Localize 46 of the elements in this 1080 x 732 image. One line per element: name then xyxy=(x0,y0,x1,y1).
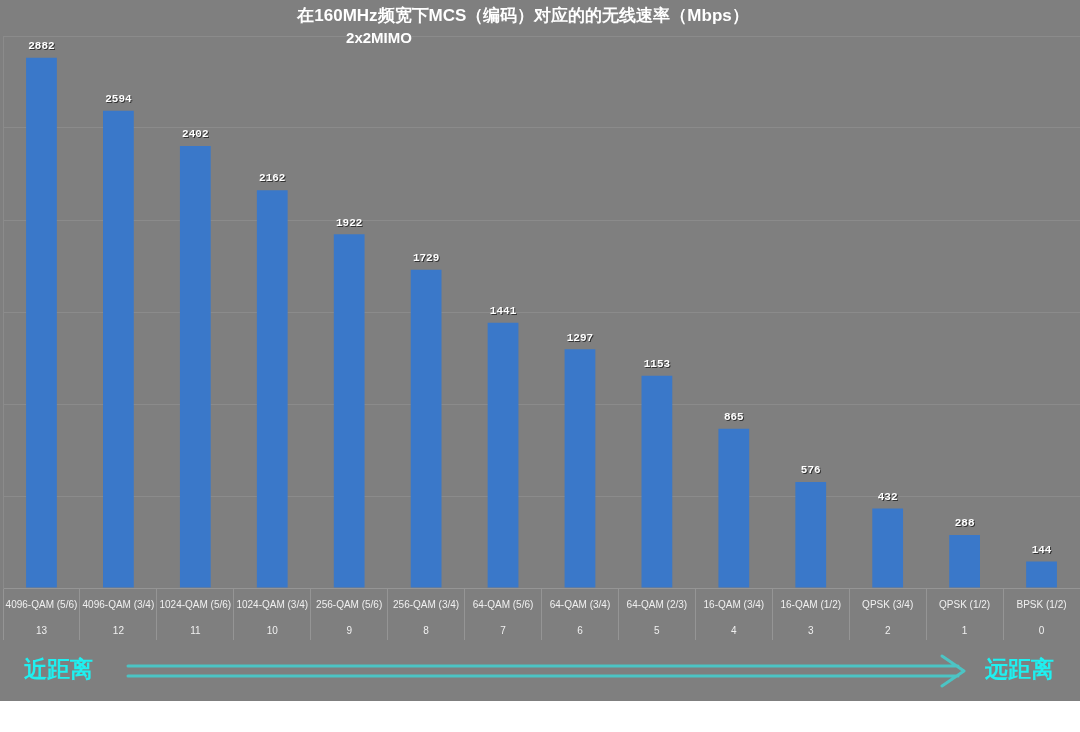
data-label: 2882 xyxy=(28,39,55,52)
data-label: 1922 xyxy=(335,216,363,229)
data-label: 1729 xyxy=(412,252,440,265)
bar xyxy=(26,57,57,588)
text: 远距离 xyxy=(984,655,1054,682)
data-label: 144 xyxy=(1031,543,1052,556)
category-label: BPSK (1/2) 0 xyxy=(1016,598,1067,636)
bar xyxy=(333,234,365,588)
data-label: 432 xyxy=(877,490,898,503)
category-label: 256-QAM (3/4) 8 xyxy=(393,598,460,636)
category-label: 16-QAM (3/4) 4 xyxy=(703,598,765,636)
chart-subtitle: 2x2MIMO xyxy=(346,29,413,47)
bar xyxy=(1026,561,1057,588)
data-label: 288 xyxy=(954,517,975,530)
data-label: 2594 xyxy=(105,92,132,105)
bar xyxy=(795,482,827,588)
bar xyxy=(410,269,442,588)
data-label: 865 xyxy=(724,412,746,425)
category-label: QPSK (3/4) 2 xyxy=(862,598,914,636)
bar xyxy=(487,322,519,588)
bar xyxy=(872,508,904,588)
bar xyxy=(718,428,750,588)
category-label: 1024-QAM (5/6) 11 xyxy=(159,598,232,636)
data-label: 1153 xyxy=(643,358,671,371)
category-label: 4096-QAM (5/6) 13 xyxy=(5,598,78,636)
category-label: 64-QAM (5/6) 7 xyxy=(472,598,534,636)
category-label: 16-QAM (1/2) 3 xyxy=(780,598,842,636)
chart-title: 在160MHz频宽下MCS（编码）对应的的无线速率（Mbps） xyxy=(296,5,749,25)
bar xyxy=(641,375,673,588)
data-label: 576 xyxy=(800,464,821,477)
bar xyxy=(103,110,134,588)
bar xyxy=(949,535,980,588)
text: 近距离 xyxy=(23,655,93,682)
bar xyxy=(256,190,288,588)
data-label: 2402 xyxy=(182,128,209,141)
bar xyxy=(564,349,596,588)
category-label: 1024-QAM (3/4) 10 xyxy=(236,598,309,636)
data-label: 2162 xyxy=(259,172,286,185)
category-label: 256-QAM (5/6) 9 xyxy=(316,598,383,636)
category-label: 64-QAM (3/4) 6 xyxy=(549,598,611,636)
data-label: 1297 xyxy=(566,331,594,344)
bar xyxy=(179,146,211,588)
category-label: 64-QAM (2/3) 5 xyxy=(626,598,688,636)
category-label: 4096-QAM (3/4) 12 xyxy=(82,598,155,636)
category-label: QPSK (1/2) 1 xyxy=(939,598,991,636)
data-label: 1441 xyxy=(490,306,518,319)
